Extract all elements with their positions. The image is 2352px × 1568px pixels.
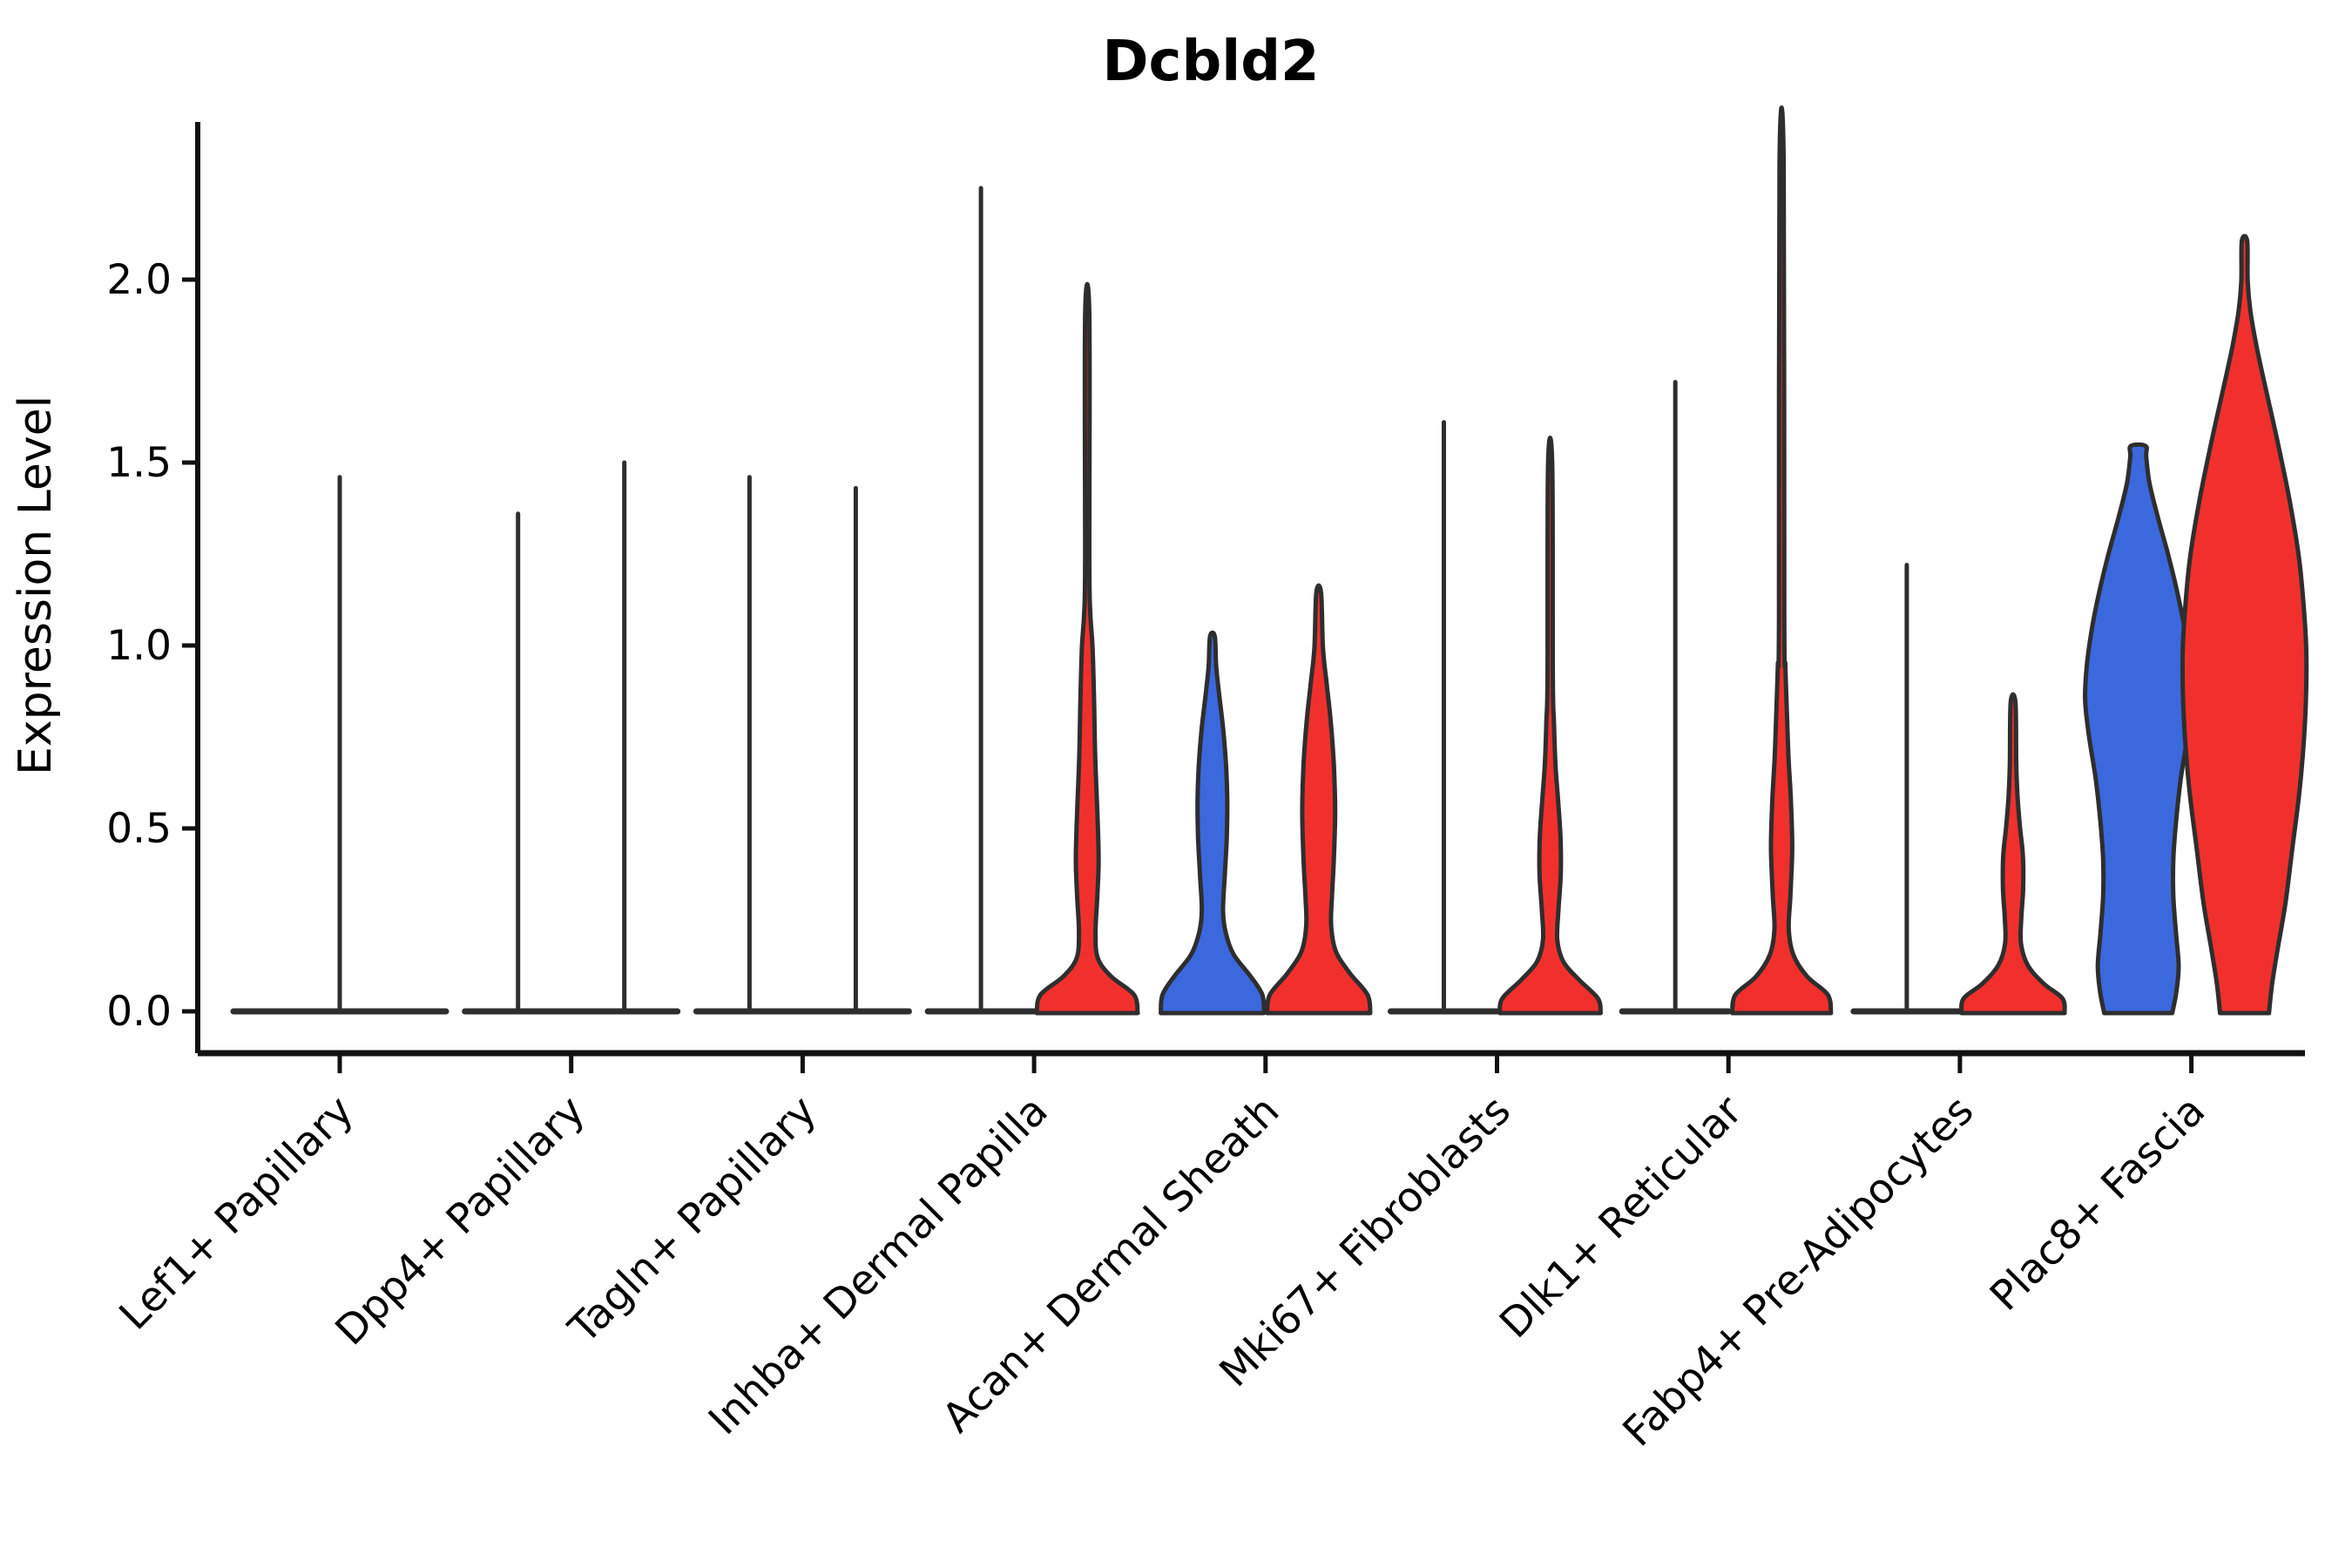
violin-body xyxy=(1497,436,1603,1016)
violins-layer xyxy=(230,105,2309,1016)
violin-mki67-fibroblasts-blue xyxy=(1388,420,1500,1015)
violin-plac8-fascia-red xyxy=(2180,233,2309,1016)
y-tick-label: 1.0 xyxy=(106,622,172,670)
violin-acan-dermal-sheath-blue xyxy=(1159,630,1267,1016)
violin-body xyxy=(1730,105,1834,1016)
x-tick-label-dpp4-papillary: Dpp4+ Papillary xyxy=(327,1087,595,1355)
x-tick-label-plac8-fascia: Plac8+ Fascia xyxy=(1981,1087,2214,1321)
violin-body xyxy=(1959,692,2067,1016)
violin-tagln-papillary-blue xyxy=(693,475,806,1015)
x-tick-label-tagln-papillary: Tagln+ Papillary xyxy=(559,1087,826,1354)
violin-body xyxy=(1159,630,1267,1016)
violin-dlk1-reticular-red xyxy=(1730,105,1834,1016)
x-tick-label-dlk1-reticular: Dlk1+ Reticular xyxy=(1490,1086,1752,1348)
y-tick-labels: 0.0 0.5 1.0 1.5 2.0 xyxy=(106,256,198,1036)
violin-mki67-fibroblasts-red xyxy=(1497,436,1603,1016)
chart-title: Dcbld2 xyxy=(1102,30,1319,94)
violin-plac8-fascia-blue xyxy=(2083,442,2194,1016)
y-axis-title: Expression Level xyxy=(10,395,62,775)
violin-fabp4-pre-adipocytes-red xyxy=(1959,692,2067,1016)
violin-lef1-papillary-none xyxy=(230,475,449,1015)
y-tick-label: 2.0 xyxy=(106,256,172,304)
y-tick-label: 0.5 xyxy=(106,805,172,853)
violin-inhba-dermal-papilla-blue xyxy=(924,186,1037,1015)
x-tick-label-lef1-papillary: Lef1+ Papillary xyxy=(111,1087,363,1340)
violin-dlk1-reticular-blue xyxy=(1619,380,1732,1015)
violin-body xyxy=(2083,442,2194,1016)
axes xyxy=(195,122,2305,1057)
violin-dpp4-papillary-red xyxy=(568,460,681,1015)
violin-body xyxy=(1265,583,1373,1016)
y-tick-label: 1.5 xyxy=(106,439,172,487)
violin-fabp4-pre-adipocytes-blue xyxy=(1850,563,1963,1015)
violin-acan-dermal-sheath-red xyxy=(1265,583,1373,1016)
y-tick-label: 0.0 xyxy=(106,988,172,1036)
violin-tagln-papillary-red xyxy=(799,485,912,1015)
violin-body xyxy=(2180,233,2309,1016)
violin-inhba-dermal-papilla-red xyxy=(1034,281,1140,1016)
violin-dpp4-papillary-blue xyxy=(462,511,575,1015)
violin-body xyxy=(1034,281,1140,1016)
